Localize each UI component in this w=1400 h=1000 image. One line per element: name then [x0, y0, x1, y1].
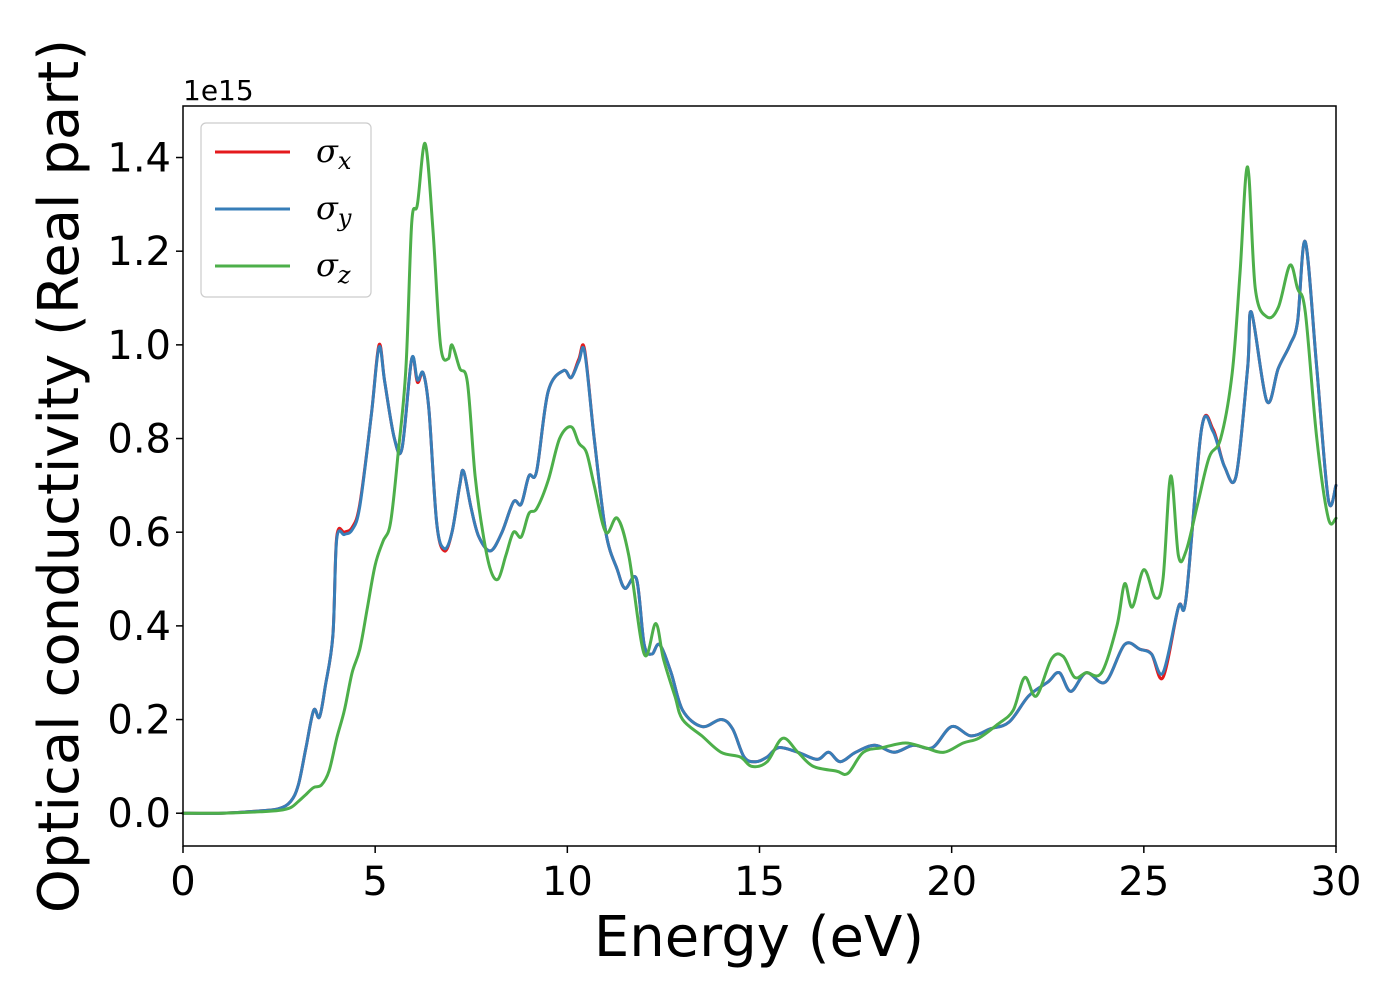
y-tick-label: 1.4: [107, 136, 171, 182]
series-line-z: [181, 141, 1338, 815]
x-axis-ticks: 0 5 10 15 20 25 30: [170, 846, 1361, 905]
y-tick-label: 1.0: [107, 323, 171, 369]
y-tick-label: 0.8: [107, 417, 171, 463]
y-axis-title: Optical conductivity (Real part): [27, 39, 92, 913]
legend-label-x: σx: [316, 132, 352, 175]
x-tick-label: 5: [362, 859, 387, 905]
y-offset-label: 1e15: [183, 74, 254, 107]
y-tick-label: 1.2: [107, 229, 171, 275]
series-layer: [181, 141, 1338, 815]
y-tick-label: 0.2: [107, 698, 171, 744]
x-tick-label: 10: [542, 859, 593, 905]
y-tick-label: 0.0: [107, 791, 171, 837]
x-axis-title: Energy (eV): [594, 905, 924, 970]
legend: σx σy σz: [200, 122, 372, 298]
y-axis-ticks: 0.0 0.2 0.4 0.6 0.8 1.0 1.2 1.4: [107, 136, 183, 837]
x-tick-label: 0: [170, 859, 195, 905]
legend-label-z: σz: [316, 246, 351, 289]
y-tick-label: 0.6: [107, 510, 171, 556]
y-tick-label: 0.4: [107, 604, 171, 650]
x-tick-label: 25: [1118, 859, 1169, 905]
x-tick-label: 15: [734, 859, 785, 905]
x-tick-label: 20: [926, 859, 977, 905]
legend-label-y: σy: [316, 189, 352, 232]
x-tick-label: 30: [1311, 859, 1362, 905]
